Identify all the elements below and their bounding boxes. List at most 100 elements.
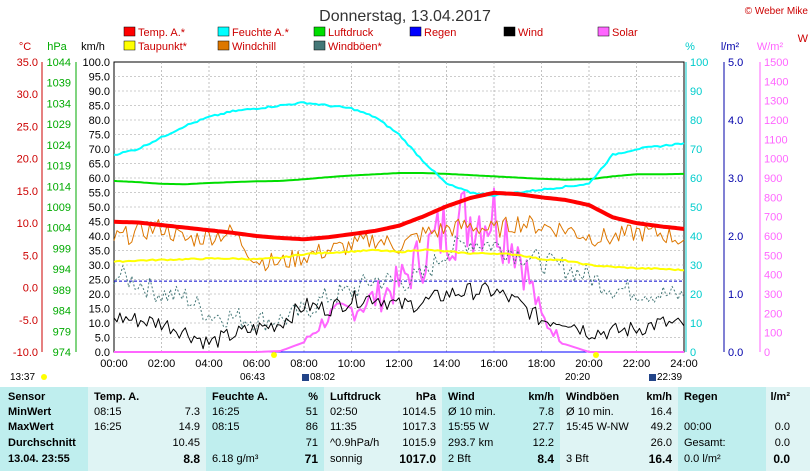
credit-label: © Weber Mike: [745, 6, 809, 17]
temp-tick-label: 15.0: [17, 186, 38, 198]
table-cell-wind: 15:55 W: [448, 421, 489, 433]
wind-tick-label: 45.0: [89, 217, 110, 229]
pressure-axis-unit: hPa: [47, 41, 67, 53]
rain-tick-label: 5.0: [728, 57, 743, 69]
pressure-tick-label: 984: [53, 306, 71, 318]
solar-tick-label: 1300: [764, 96, 788, 108]
time-tick-label: 02:00: [148, 358, 176, 370]
solar-tick-label: 600: [764, 231, 782, 243]
pressure-tick-label: 1029: [47, 119, 71, 131]
table-cell-feuchte: 6.18 g/m³: [212, 453, 259, 465]
legend-label: Luftdruck: [328, 27, 374, 39]
statistics-table: Sensor MinWert MaxWert Durchschnitt 13.04. 2…: [0, 387, 810, 471]
series-group: [113, 101, 685, 353]
wind-tick-label: 15.0: [89, 304, 110, 316]
solar-tick-label: 1500: [764, 57, 788, 69]
time-tick-label: 10:00: [338, 358, 366, 370]
table-value-temp: 10.45: [172, 437, 200, 449]
moonset-label: 22:39: [657, 372, 682, 383]
table-unit-wind: km/h: [528, 391, 554, 403]
table-value-feuchte: 86: [305, 421, 318, 433]
wind-tick-label: 40.0: [89, 231, 110, 243]
table-cell-luftdruck: sonnig: [330, 453, 363, 465]
rain-tick-label: 4.0: [728, 115, 743, 127]
table-cell-temp: 08:15: [94, 406, 122, 418]
solar-tick-label: 100: [764, 328, 782, 340]
pressure-tick-label: 1039: [47, 78, 71, 90]
legend-label: Windböen*: [328, 41, 383, 53]
table-value-wind: 7.8: [538, 406, 554, 418]
table-cell-wind: 293.7 km: [448, 437, 494, 449]
table-row-label: Durchschnitt: [8, 437, 76, 449]
table-cell-regen: 0.0 l/m²: [684, 453, 721, 465]
wind-tick-label: 30.0: [89, 260, 110, 272]
table-header-windboeen: Windböen: [566, 391, 620, 403]
table-column-bg: [442, 387, 560, 471]
rain-axis-unit: l/m²: [721, 41, 740, 53]
legend-swatch: [597, 26, 610, 37]
humidity-tick-label: 50: [690, 202, 702, 214]
legend-swatch: [313, 40, 326, 51]
legend-swatch: [123, 26, 136, 37]
sunrise-label: 06:43: [240, 372, 265, 383]
solar-tick-label: 400: [764, 270, 782, 282]
pressure-tick-label: 979: [53, 326, 71, 338]
table-header-sensor: Sensor: [8, 391, 46, 403]
solar-axis-unit: W/m²: [757, 41, 784, 53]
humidity-tick-label: 60: [690, 173, 702, 185]
wind-tick-label: 5.0: [95, 333, 110, 345]
table-row-label: 13.04. 23:55: [8, 453, 70, 465]
legend-label: Temp. A.*: [138, 27, 186, 39]
legend-swatch: [409, 26, 422, 37]
pressure-tick-label: 999: [53, 243, 71, 255]
pressure-tick-label: 994: [53, 264, 71, 276]
humidity-tick-label: 30: [690, 260, 702, 272]
solar-tick-label: 0: [764, 347, 770, 359]
time-tick-label: 04:00: [195, 358, 223, 370]
grid: [113, 61, 685, 353]
series-line-luftdruck: [113, 172, 684, 186]
pressure-tick-label: 1014: [47, 181, 71, 193]
table-cell-wind: Ø 10 min.: [448, 406, 496, 418]
pressure-tick-label: 1004: [47, 223, 71, 235]
wind-tick-label: 75.0: [89, 130, 110, 142]
time-tick-label: 06:00: [243, 358, 271, 370]
table-row-label: MinWert: [8, 406, 52, 418]
wind-tick-label: 20.0: [89, 289, 110, 301]
wind-tick-label: 70.0: [89, 144, 110, 156]
wind-tick-label: 0.0: [95, 347, 110, 359]
table-value-windboeen: 49.2: [650, 421, 672, 433]
humidity-tick-label: 40: [690, 231, 702, 243]
table-cell-windboeen: Ø 10 min.: [566, 406, 614, 418]
rain-tick-label: 0.0: [728, 347, 743, 359]
current-time-label: 13:37: [10, 372, 35, 383]
rain-tick-label: 1.0: [728, 289, 743, 301]
table-value-feuchte: 71: [305, 437, 318, 449]
table-value-windboeen: 26.0: [650, 437, 672, 449]
table-value-windboeen: 16.4: [648, 452, 672, 466]
solar-tick-label: 1000: [764, 154, 788, 166]
time-markers: 13:37 06:43 08:02 20:20 22:39: [10, 352, 682, 383]
current-sun-icon: [41, 374, 47, 380]
table-column-bg: [88, 387, 206, 471]
solar-tick-label: 200: [764, 308, 782, 320]
table-value-feuchte: 71: [304, 452, 318, 466]
series-line-wind: [113, 282, 685, 350]
humidity-tick-label: 0: [690, 347, 696, 359]
wind-axis-unit: km/h: [81, 41, 105, 53]
table-value-wind: 27.7: [532, 421, 554, 433]
table-value-temp: 14.9: [178, 421, 200, 433]
pressure-tick-label: 1044: [47, 57, 71, 69]
legend-swatch: [123, 40, 136, 51]
time-tick-label: 00:00: [100, 358, 128, 370]
wind-tick-label: 50.0: [89, 202, 110, 214]
temp-tick-label: 10.0: [17, 218, 38, 230]
temp-tick-label: 0.0: [23, 283, 38, 295]
solar-tick-label: 900: [764, 173, 782, 185]
wind-tick-label: 55.0: [89, 188, 110, 200]
wind-tick-label: 100.0: [82, 57, 110, 69]
table-value-regen: 0.0: [773, 452, 790, 466]
table-unit-windboeen: km/h: [646, 391, 672, 403]
rain-tick-label: 2.0: [728, 231, 743, 243]
solar-tick-label: 800: [764, 192, 782, 204]
